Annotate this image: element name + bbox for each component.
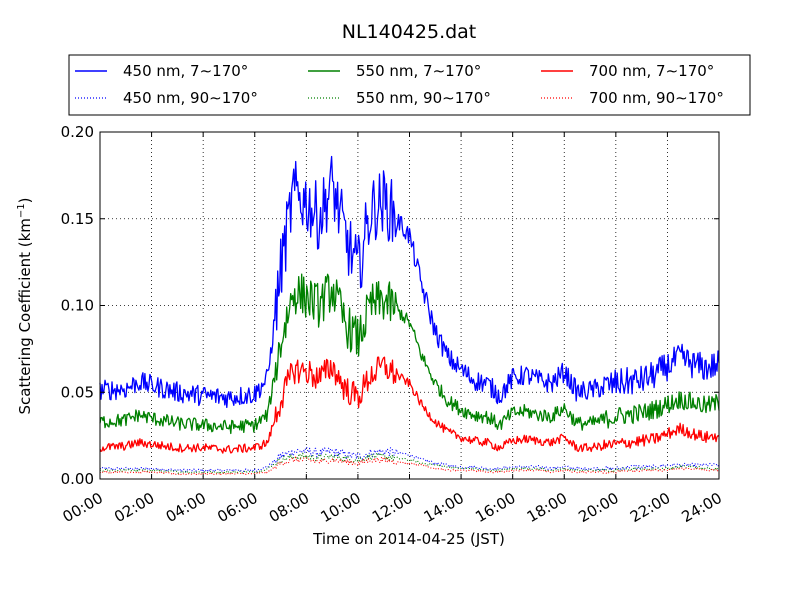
chart-title: NL140425.dat	[342, 21, 477, 43]
x-tick-label: 00:00	[60, 489, 106, 526]
x-tick-label: 18:00	[524, 489, 570, 526]
legend-label: 700 nm, 7∼170°	[589, 62, 714, 80]
y-axis-label-main: Scattering Coefficient (km	[16, 218, 34, 414]
x-tick-label: 16:00	[472, 489, 518, 526]
x-tick-label: 24:00	[679, 489, 725, 526]
y-tick-label: 0.00	[61, 470, 94, 488]
series-layer	[99, 155, 720, 476]
x-tick-label: 12:00	[369, 489, 415, 526]
y-axis-label-sup: −1	[16, 203, 27, 218]
legend-label: 700 nm, 90∼170°	[589, 89, 724, 107]
y-tick-label: 0.10	[61, 297, 94, 315]
x-tick-label: 20:00	[575, 489, 621, 526]
legend-label: 450 nm, 7∼170°	[123, 62, 248, 80]
legend-label: 550 nm, 7∼170°	[356, 62, 481, 80]
y-tick-label: 0.15	[61, 210, 94, 228]
legend-label: 550 nm, 90∼170°	[356, 89, 491, 107]
x-axis-label: Time on 2014-04-25 (JST)	[312, 530, 505, 548]
y-tick-label: 0.20	[61, 123, 94, 141]
x-tick-label: 04:00	[163, 489, 209, 526]
legend-frame	[68, 54, 751, 116]
y-tick-label: 0.05	[61, 383, 94, 401]
x-tick-label: 02:00	[111, 489, 157, 526]
series-line	[99, 273, 720, 435]
legend-label: 450 nm, 90∼170°	[123, 89, 258, 107]
series-line	[99, 155, 720, 409]
x-tick-label: 10:00	[317, 489, 363, 526]
y-axis-label: Scattering Coefficient (km−1)	[16, 197, 34, 414]
legend: 450 nm, 7∼170° 550 nm, 7∼170° 700 nm, 7∼17…	[68, 54, 751, 116]
series-line	[99, 356, 720, 454]
x-tick-label: 22:00	[627, 489, 673, 526]
x-tick-label: 08:00	[266, 489, 312, 526]
x-tick-label: 14:00	[421, 489, 467, 526]
x-tick-label: 06:00	[214, 489, 260, 526]
series-line	[99, 456, 720, 476]
series-line	[99, 452, 720, 474]
y-axis-label-close: )	[16, 197, 34, 203]
